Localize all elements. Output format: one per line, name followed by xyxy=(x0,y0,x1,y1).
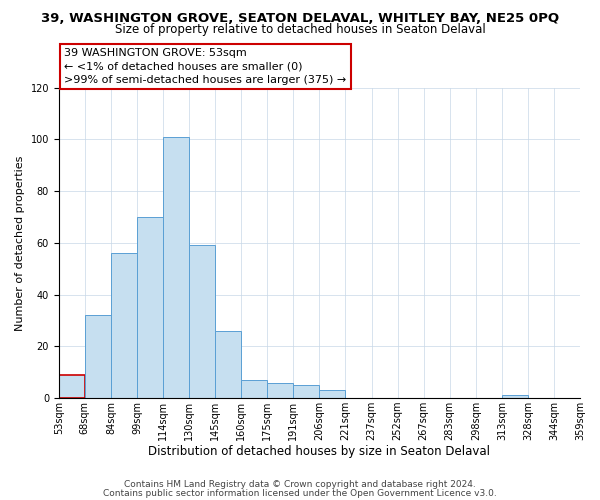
Text: 39, WASHINGTON GROVE, SEATON DELAVAL, WHITLEY BAY, NE25 0PQ: 39, WASHINGTON GROVE, SEATON DELAVAL, WH… xyxy=(41,12,559,26)
Bar xyxy=(267,382,293,398)
Y-axis label: Number of detached properties: Number of detached properties xyxy=(15,155,25,330)
Bar xyxy=(241,380,267,398)
Bar xyxy=(502,396,528,398)
Bar xyxy=(215,331,241,398)
Text: 39 WASHINGTON GROVE: 53sqm
← <1% of detached houses are smaller (0)
>99% of semi: 39 WASHINGTON GROVE: 53sqm ← <1% of deta… xyxy=(64,48,346,84)
Bar xyxy=(85,316,111,398)
Text: Contains public sector information licensed under the Open Government Licence v3: Contains public sector information licen… xyxy=(103,488,497,498)
Bar xyxy=(137,217,163,398)
Bar xyxy=(163,137,189,398)
X-axis label: Distribution of detached houses by size in Seaton Delaval: Distribution of detached houses by size … xyxy=(148,444,490,458)
Bar xyxy=(319,390,346,398)
Text: Size of property relative to detached houses in Seaton Delaval: Size of property relative to detached ho… xyxy=(115,22,485,36)
Bar xyxy=(293,385,319,398)
Bar xyxy=(111,253,137,398)
Text: Contains HM Land Registry data © Crown copyright and database right 2024.: Contains HM Land Registry data © Crown c… xyxy=(124,480,476,489)
Bar xyxy=(59,375,85,398)
Bar xyxy=(189,246,215,398)
